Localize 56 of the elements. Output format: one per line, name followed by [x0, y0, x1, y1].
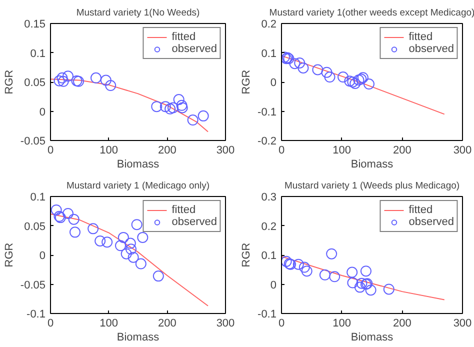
legend-label: fitted [172, 31, 196, 43]
x-axis-title: Biomass [350, 158, 394, 170]
x-tick-label: 0 [278, 144, 285, 156]
chart-title: Mustard variety 1(other weeds except Medicago) [269, 8, 474, 18]
y-tick-label: 0 [270, 77, 277, 89]
x-tick-label: 0 [47, 318, 54, 330]
y-tick-label: 0.3 [261, 192, 277, 204]
y-tick-label: 0 [39, 106, 46, 118]
y-axis-title: RGR [3, 242, 16, 268]
chart-title: Mustard variety 1 (Weeds plus Medicago) [284, 180, 460, 192]
legend-label: fitted [408, 31, 433, 43]
x-tick-label: 300 [453, 318, 472, 330]
y-tick-label: 0.1 [261, 250, 277, 262]
y-tick-label: 0 [39, 250, 46, 262]
x-axis-title: Biomass [116, 332, 160, 344]
x-tick-label: 200 [392, 144, 412, 156]
x-tick-label: 100 [100, 318, 118, 330]
x-tick-label: 300 [216, 144, 235, 156]
legend-label: observed [408, 216, 454, 228]
y-tick-label: 0.1 [30, 192, 46, 204]
legend-label: fitted [172, 204, 196, 216]
x-axis-title: Biomass [350, 332, 394, 344]
y-tick-label: 0.1 [261, 48, 277, 60]
x-tick-label: 100 [332, 318, 352, 330]
chart-title: Mustard variety 1 (Medicago only) [66, 180, 210, 192]
chart-title: Mustard variety 1(No Weeds) [76, 8, 200, 18]
y-axis-title: RGR [3, 70, 16, 94]
y-tick-label: 0.1 [30, 48, 46, 60]
y-axis-title: RGR [240, 242, 253, 268]
legend-label: observed [172, 43, 217, 55]
x-tick-label: 0 [47, 144, 54, 156]
legend-label: observed [172, 216, 217, 228]
x-tick-label: 0 [278, 318, 285, 330]
y-tick-label: 0.05 [24, 77, 46, 89]
x-tick-label: 200 [392, 318, 412, 330]
y-tick-label: -0.05 [20, 279, 46, 292]
x-tick-label: 200 [158, 144, 176, 156]
y-tick-label: -0.1 [258, 308, 277, 320]
y-tick-label: 0 [270, 279, 277, 292]
x-tick-label: 300 [216, 318, 235, 330]
y-tick-label: 0.05 [24, 220, 46, 233]
y-tick-label: -0.2 [258, 136, 277, 148]
y-tick-label: 0.15 [24, 18, 46, 30]
y-tick-label: -0.1 [258, 106, 277, 118]
x-tick-label: 300 [453, 144, 472, 156]
y-tick-label: 0.2 [261, 18, 277, 30]
x-axis-title: Biomass [116, 158, 160, 170]
x-tick-label: 100 [332, 144, 352, 156]
x-tick-label: 200 [158, 318, 176, 330]
x-tick-label: 100 [100, 144, 118, 156]
y-axis-title: RGR [240, 70, 253, 94]
legend-label: fitted [408, 204, 433, 216]
y-tick-label: 0.2 [261, 220, 277, 233]
legend-label: observed [408, 43, 454, 55]
y-tick-label: -0.1 [26, 308, 46, 320]
y-tick-label: -0.05 [20, 136, 46, 148]
